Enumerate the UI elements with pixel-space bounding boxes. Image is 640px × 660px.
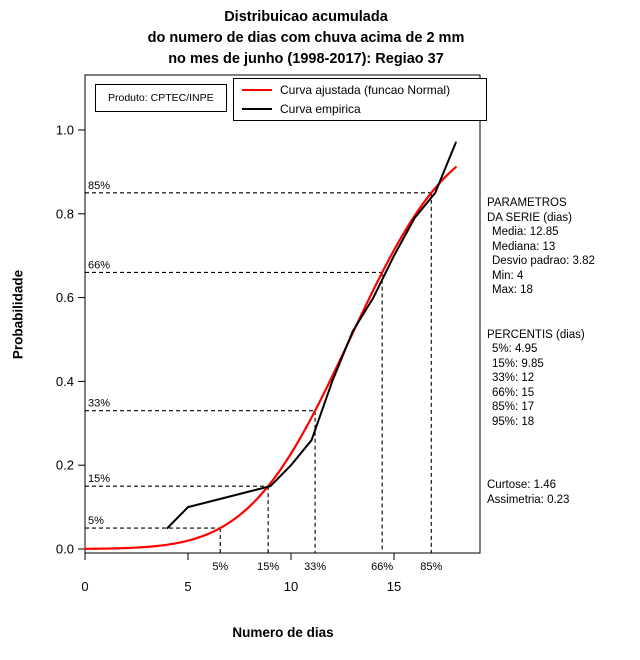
parametros-title-1: PARAMETROS <box>487 197 567 209</box>
parametros-title-2: DA SERIE (dias) <box>487 211 572 224</box>
stat-curtose: Curtose: 1.46 <box>487 479 557 491</box>
svg-text:1.0: 1.0 <box>56 123 74 138</box>
percentil-95: 95%: 18 <box>492 415 535 428</box>
stat-desvio-padrao: Desvio padrao: 3.82 <box>492 255 595 267</box>
svg-text:33%: 33% <box>88 398 110 410</box>
svg-text:0.6: 0.6 <box>56 290 74 305</box>
stat-min: Min: 4 <box>492 269 524 282</box>
svg-text:66%: 66% <box>88 259 110 271</box>
svg-text:15: 15 <box>387 579 401 594</box>
empirical-curve-line-swatch <box>242 108 272 110</box>
svg-text:0.4: 0.4 <box>56 374 74 389</box>
chart-title-line-1: Distribuicao acumulada <box>224 9 388 25</box>
percentil-15: 15%: 9.85 <box>492 357 544 370</box>
legend-row-empirical: Curva empirica <box>234 102 486 116</box>
svg-text:5%: 5% <box>212 561 228 573</box>
chart-title-line-2: do numero de dias com chuva acima de 2 m… <box>147 30 465 46</box>
y-axis-label: Probabilidade <box>10 269 26 360</box>
x-axis-label: Numero de dias <box>232 625 334 640</box>
stat-mediana: Mediana: 13 <box>492 240 556 253</box>
percentil-85: 85%: 17 <box>492 401 535 413</box>
svg-text:85%: 85% <box>88 180 110 192</box>
svg-text:0.8: 0.8 <box>56 206 74 221</box>
product-label-box: Produto: CPTEC/INPE <box>95 84 227 112</box>
stat-max: Max: 18 <box>492 284 533 296</box>
svg-text:85%: 85% <box>420 561 442 573</box>
percentis-title: PERCENTIS (dias) <box>487 328 585 341</box>
svg-text:5: 5 <box>184 579 191 594</box>
stat-assimetria: Assimetria: 0.23 <box>487 493 570 506</box>
svg-text:5%: 5% <box>88 515 104 527</box>
parametros-block: PARAMETROS DA SERIE (dias) Media: 12.85 … <box>487 196 639 298</box>
svg-text:15%: 15% <box>88 473 110 485</box>
percentil-5: 5%: 4.95 <box>492 343 538 355</box>
svg-text:0: 0 <box>81 579 88 594</box>
stats-panel: PARAMETROS DA SERIE (dias) Media: 12.85 … <box>487 196 639 507</box>
svg-text:0.0: 0.0 <box>56 542 74 557</box>
legend-label-empirical: Curva empirica <box>280 102 361 116</box>
svg-text:10: 10 <box>284 579 298 594</box>
legend-row-fitted: Curva ajustada (funcao Normal) <box>234 83 486 97</box>
svg-text:0.2: 0.2 <box>56 458 74 473</box>
shape-stats-block: Curtose: 1.46 Assimetria: 0.23 <box>487 478 639 507</box>
chart-title-line-3: no mes de junho (1998-2017): Regiao 37 <box>168 51 444 67</box>
fitted-curve-line-swatch <box>242 89 272 91</box>
legend: Curva ajustada (funcao Normal) Curva emp… <box>233 78 487 121</box>
svg-text:33%: 33% <box>304 561 326 573</box>
stat-media: Media: 12.85 <box>492 226 559 238</box>
legend-label-fitted: Curva ajustada (funcao Normal) <box>280 83 451 97</box>
percentil-33: 33%: 12 <box>492 372 535 384</box>
product-label: Produto: CPTEC/INPE <box>108 92 214 104</box>
percentis-block: PERCENTIS (dias) 5%: 4.95 15%: 9.85 33%:… <box>487 328 639 430</box>
svg-text:15%: 15% <box>257 561 279 573</box>
svg-text:66%: 66% <box>371 561 393 573</box>
percentil-66: 66%: 15 <box>492 386 535 399</box>
chart-title: Distribuicao acumulada do numero de dias… <box>0 7 612 70</box>
